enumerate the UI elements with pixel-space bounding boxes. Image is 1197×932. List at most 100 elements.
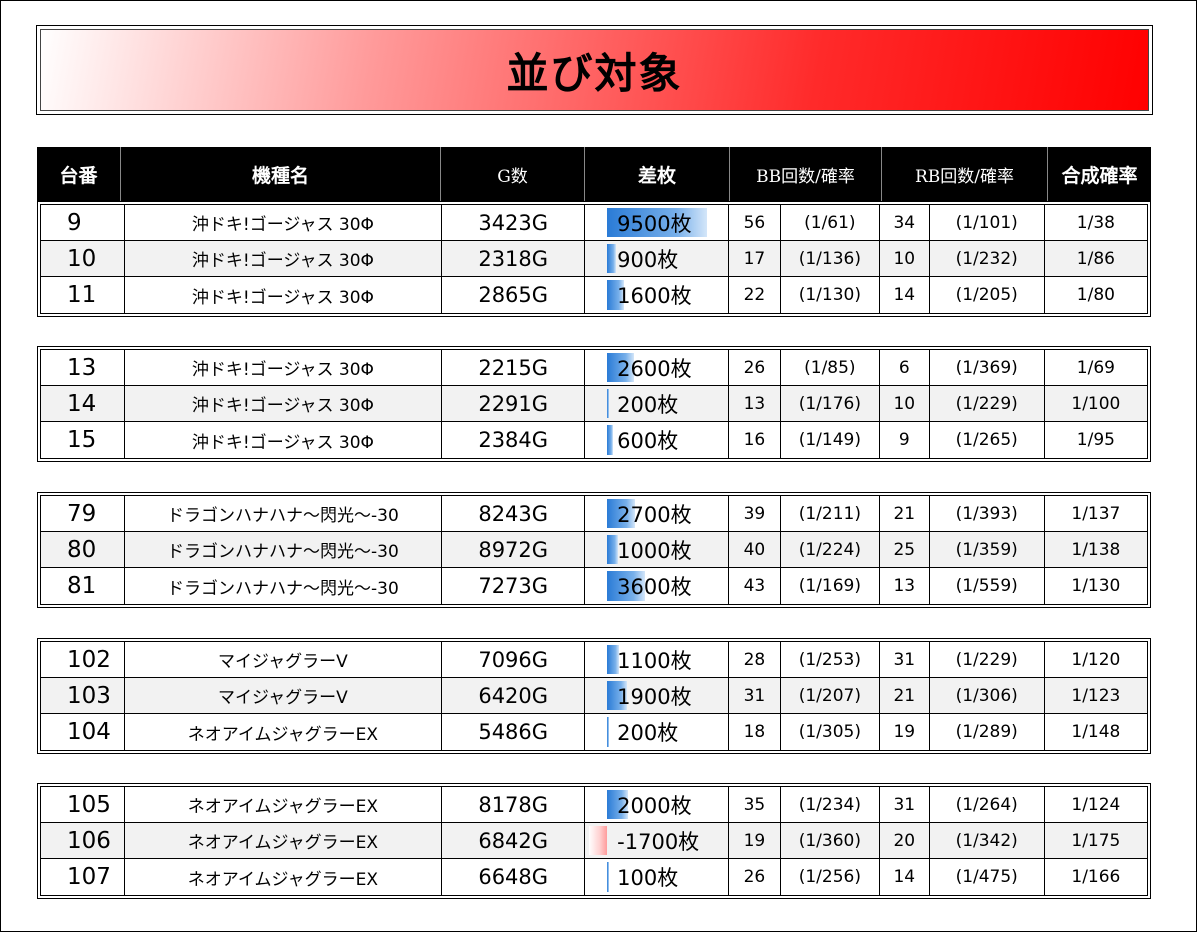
machine-name-value: ネオアイムジャグラーEX <box>187 869 379 890</box>
machine-number-cell: 104 <box>41 714 125 750</box>
difference-cell: 2000枚 <box>585 787 730 822</box>
table-row: 106 ネオアイムジャグラーEX 6842G -1700枚 19 (1/360) 20 (1/… <box>41 823 1147 859</box>
machine-number-cell: 13 <box>41 350 125 385</box>
game-count-value: 2215G <box>478 355 549 380</box>
difference-value: 9500枚 <box>617 211 692 236</box>
machine-name-cell: マイジャグラーV <box>125 642 443 677</box>
rb-probability-cell: (1/232) <box>930 241 1045 276</box>
machine-number-value: 102 <box>67 646 111 673</box>
bb-count-cell: 22 <box>729 277 781 313</box>
rb-probability-cell: (1/205) <box>930 277 1045 313</box>
combined-probability-value: 1/124 <box>1071 794 1121 815</box>
game-count-cell: 7273G <box>442 568 586 604</box>
game-count-cell: 2215G <box>442 350 586 385</box>
combined-probability-cell: 1/120 <box>1045 642 1147 677</box>
difference-bar <box>607 862 610 892</box>
bb-probability-cell: (1/85) <box>781 350 880 385</box>
machine-group-inner: 105 ネオアイムジャグラーEX 8178G 2000枚 35 (1/234) 31 (1/2… <box>40 786 1148 896</box>
game-count-cell: 2318G <box>442 241 586 276</box>
combined-probability-value: 1/166 <box>1071 867 1121 887</box>
combined-probability-cell: 1/69 <box>1045 350 1147 385</box>
game-count-value: 7273G <box>478 574 549 598</box>
bb-count-value: 40 <box>743 539 766 560</box>
rb-probability-cell: (1/475) <box>930 859 1045 895</box>
bb-count-cell: 26 <box>729 859 781 895</box>
difference-bar <box>607 645 620 674</box>
rb-count-cell: 21 <box>880 496 930 531</box>
bb-probability-value: (1/136) <box>798 248 861 269</box>
machine-name-cell: ネオアイムジャグラーEX <box>125 823 443 858</box>
combined-probability-cell: 1/100 <box>1045 386 1147 421</box>
bb-count-value: 35 <box>743 794 766 815</box>
machine-name-cell: ネオアイムジャグラーEX <box>125 859 443 895</box>
machine-name-value: ドラゴンハナハナ～閃光～-30 <box>167 506 399 526</box>
bb-probability-cell: (1/224) <box>781 532 880 567</box>
header-rb: RB回数/確率 <box>882 147 1048 202</box>
combined-probability-cell: 1/95 <box>1045 422 1147 458</box>
machine-number-cell: 14 <box>41 386 125 421</box>
bb-probability-value: (1/305) <box>798 722 861 742</box>
rb-probability-value: (1/101) <box>955 212 1018 233</box>
machine-number-value: 10 <box>67 245 97 272</box>
machine-name-value: ネオアイムジャグラーEX <box>187 724 379 745</box>
rb-count-cell: 20 <box>880 823 930 858</box>
difference-cell: 2700枚 <box>585 496 730 531</box>
difference-value: 600枚 <box>617 429 679 453</box>
bb-count-value: 18 <box>743 722 766 742</box>
bb-probability-value: (1/207) <box>798 685 861 706</box>
rb-probability-cell: (1/369) <box>930 350 1045 385</box>
bb-count-cell: 28 <box>729 642 781 677</box>
machine-name-value: 沖ドキ!ゴージャス 30Φ <box>191 287 374 308</box>
machine-number-value: 105 <box>67 791 111 818</box>
rb-probability-value: (1/232) <box>955 248 1018 269</box>
rb-probability-cell: (1/289) <box>930 714 1045 750</box>
rb-count-value: 31 <box>893 649 916 670</box>
machine-name-value: ドラゴンハナハナ～閃光～-30 <box>167 542 399 562</box>
bb-count-value: 19 <box>743 830 766 851</box>
bb-count-value: 22 <box>743 285 766 305</box>
rb-count-cell: 25 <box>880 532 930 567</box>
machine-name-cell: 沖ドキ!ゴージャス 30Φ <box>125 422 443 458</box>
game-count-value: 7096G <box>478 647 549 672</box>
combined-probability-value: 1/69 <box>1076 357 1115 378</box>
rb-probability-cell: (1/559) <box>930 568 1045 604</box>
title-banner: 並び対象 <box>36 25 1153 115</box>
difference-cell: 3600枚 <box>585 568 730 604</box>
rb-probability-value: (1/265) <box>955 430 1018 450</box>
combined-probability-value: 1/123 <box>1071 685 1121 706</box>
rb-probability-cell: (1/264) <box>930 787 1045 822</box>
rb-count-value: 14 <box>893 867 916 887</box>
game-count-cell: 7096G <box>442 642 586 677</box>
rb-probability-value: (1/359) <box>955 539 1018 560</box>
rb-count-value: 20 <box>893 830 916 851</box>
table-row: 11 沖ドキ!ゴージャス 30Φ 2865G 1600枚 22 (1/130) 14 (1/2… <box>41 277 1147 313</box>
game-count-cell: 2865G <box>442 277 586 313</box>
machine-group-inner: 102 マイジャグラーV 7096G 1100枚 28 (1/253) 31 (1/229) 1… <box>40 641 1148 751</box>
game-count-value: 3423G <box>478 210 549 235</box>
combined-probability-cell: 1/80 <box>1045 277 1147 313</box>
difference-bar <box>607 389 610 418</box>
machine-name-value: マイジャグラーV <box>218 688 348 708</box>
bb-count-cell: 19 <box>729 823 781 858</box>
difference-value: 200枚 <box>617 392 679 417</box>
table-row: 14 沖ドキ!ゴージャス 30Φ 2291G 200枚 13 (1/176) 10 (1/22… <box>41 386 1147 422</box>
difference-value: 1900枚 <box>617 684 692 709</box>
rb-count-cell: 10 <box>880 241 930 276</box>
machine-group-inner: 79 ドラゴンハナハナ～閃光～-30 8243G 2700枚 39 (1/211) 21 (1… <box>40 495 1148 605</box>
machine-number-cell: 10 <box>41 241 125 276</box>
machine-number-value: 9 <box>67 209 82 236</box>
rb-probability-value: (1/289) <box>955 722 1018 742</box>
table-row: 10 沖ドキ!ゴージャス 30Φ 2318G 900枚 17 (1/136) 10 (1/23… <box>41 241 1147 277</box>
rb-count-value: 14 <box>893 285 916 305</box>
rb-count-cell: 6 <box>880 350 930 385</box>
machine-number-value: 107 <box>67 864 111 890</box>
bb-probability-value: (1/169) <box>798 576 861 596</box>
bb-count-value: 28 <box>743 649 766 670</box>
machine-group: 9 沖ドキ!ゴージャス 30Φ 3423G 9500枚 56 (1/61) 34 (1/101… <box>37 201 1151 317</box>
game-count-cell: 8243G <box>442 496 586 531</box>
machine-number-cell: 106 <box>41 823 125 858</box>
table-row: 107 ネオアイムジャグラーEX 6648G 100枚 26 (1/256) 14 (1/47… <box>41 859 1147 895</box>
difference-cell: 600枚 <box>585 422 730 458</box>
difference-bar <box>607 280 625 310</box>
page-title: 並び対象 <box>506 48 683 98</box>
